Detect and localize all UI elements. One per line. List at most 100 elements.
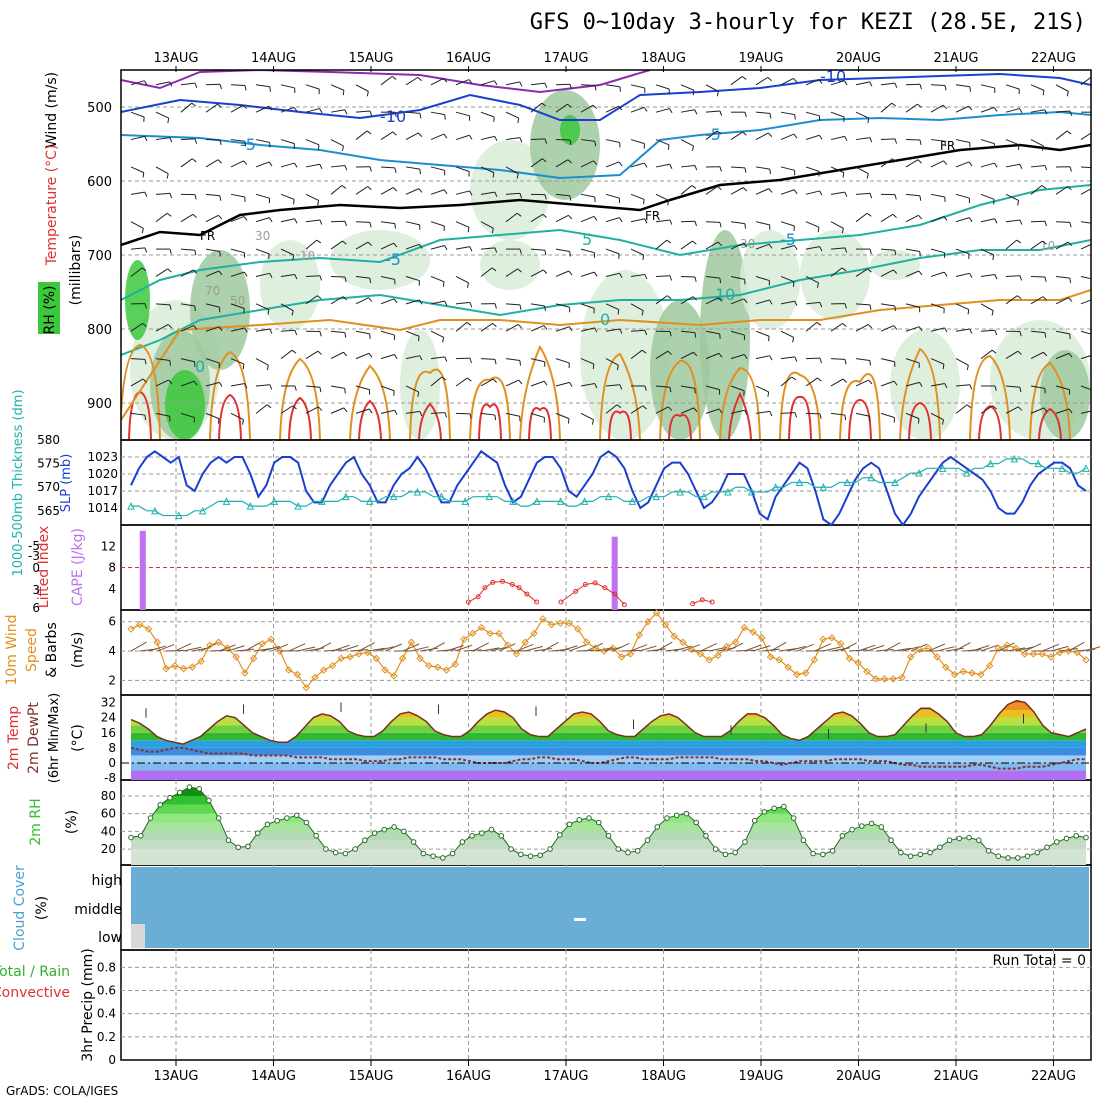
temp-contour-warm (349, 364, 391, 440)
wind10-point (898, 673, 906, 682)
wind-barb (380, 75, 393, 86)
rh-blob (530, 90, 600, 200)
wind-barb (1095, 410, 1097, 414)
wind-barb (841, 267, 847, 272)
wind-barb (744, 409, 748, 415)
wind-barb (1067, 186, 1072, 191)
wind-barb (655, 350, 669, 360)
wind-barb (980, 162, 995, 168)
wind-barb (819, 190, 823, 196)
wind10-point (889, 675, 897, 683)
temp-contour-warm (969, 354, 1011, 440)
rh2m-point (254, 830, 261, 836)
wind-barb (955, 139, 970, 143)
wind-barb (980, 218, 995, 223)
wind-barb (580, 104, 594, 113)
wind-barb (1042, 240, 1047, 245)
date-label-top: 19AUG (738, 51, 783, 66)
wind10-point (249, 654, 258, 663)
rh2m-point (235, 844, 241, 851)
wind-barb (994, 330, 998, 336)
li-point (482, 585, 488, 591)
wind-barb (242, 364, 245, 370)
wind-barb (669, 219, 673, 225)
wind-barb (455, 221, 470, 228)
wind-barb (1030, 109, 1045, 113)
wind-barb (393, 242, 398, 248)
rh2m-point (781, 803, 787, 810)
wind-barb (180, 325, 194, 332)
wind-barb (166, 173, 169, 179)
wind-barb (1068, 353, 1073, 358)
wind-barb (255, 384, 270, 387)
wind-barb (518, 379, 523, 385)
wind-barb (505, 137, 520, 141)
rh2m-point (469, 832, 475, 839)
wind-barb (367, 241, 373, 246)
wind10-point (644, 618, 652, 626)
rh2m-point (498, 832, 505, 839)
wind10-point (171, 661, 179, 670)
wind-barb (980, 106, 995, 113)
temp-contour-hot (668, 414, 692, 440)
wind-barb (644, 218, 648, 224)
rh2m-point (790, 815, 797, 821)
rh-blob (470, 140, 550, 240)
li-point (475, 594, 481, 600)
wind-barb (767, 132, 773, 137)
wind10-point (942, 663, 950, 671)
wind-barb (844, 136, 848, 142)
wind10-point (258, 639, 267, 648)
li-line (692, 599, 713, 605)
wind-barb (355, 130, 368, 140)
temp-contour-hot (848, 398, 872, 440)
wind-barb (1080, 275, 1091, 280)
wind-barb (494, 191, 498, 197)
rh-blob (165, 370, 205, 440)
rh2m-point (1014, 855, 1021, 861)
wind-barb (144, 303, 147, 309)
contour-label: FR (645, 209, 660, 223)
cloud-cover-area (131, 867, 1089, 948)
wind-barb (905, 103, 918, 113)
wind-barb (642, 254, 645, 261)
cloud-level-middle: middle (74, 902, 122, 918)
thickness-point (533, 497, 541, 505)
wind-barb (1005, 219, 1020, 223)
wind-barb (719, 110, 723, 116)
wind10-point (880, 675, 889, 683)
wind-barb (769, 169, 771, 175)
wind-barb (155, 166, 169, 175)
wind10-barb (288, 643, 306, 652)
wind-barb (144, 359, 147, 365)
wind-barb (1005, 139, 1020, 146)
wind-barb (967, 309, 970, 315)
wind-barb (905, 214, 919, 223)
wind10-point (267, 635, 275, 644)
rh2m-point (712, 846, 719, 852)
wind-barb (880, 303, 895, 307)
wind-barb (693, 351, 698, 357)
wind10-point (320, 666, 328, 674)
thickness-point (1010, 454, 1019, 463)
li-point (573, 588, 579, 594)
wind-barb (730, 242, 744, 250)
rh2m-point (956, 835, 963, 842)
wind-barb (541, 102, 547, 107)
wind-barb (917, 103, 922, 108)
wind10-barb (656, 641, 673, 652)
wind-barb (455, 166, 470, 172)
wind-barb (530, 412, 545, 418)
wind10-barb (954, 642, 971, 652)
wind10-barb (1068, 641, 1085, 652)
wind-barb (380, 275, 395, 280)
wind-barb (894, 138, 898, 144)
wind-barb (694, 332, 697, 338)
wind-barb (369, 110, 373, 116)
wind-barb (705, 297, 719, 305)
wind-barb (869, 360, 872, 366)
wind-barb (930, 271, 945, 277)
wind10-point (749, 628, 757, 636)
wind10-point (355, 650, 363, 658)
wind-barb (955, 193, 970, 199)
